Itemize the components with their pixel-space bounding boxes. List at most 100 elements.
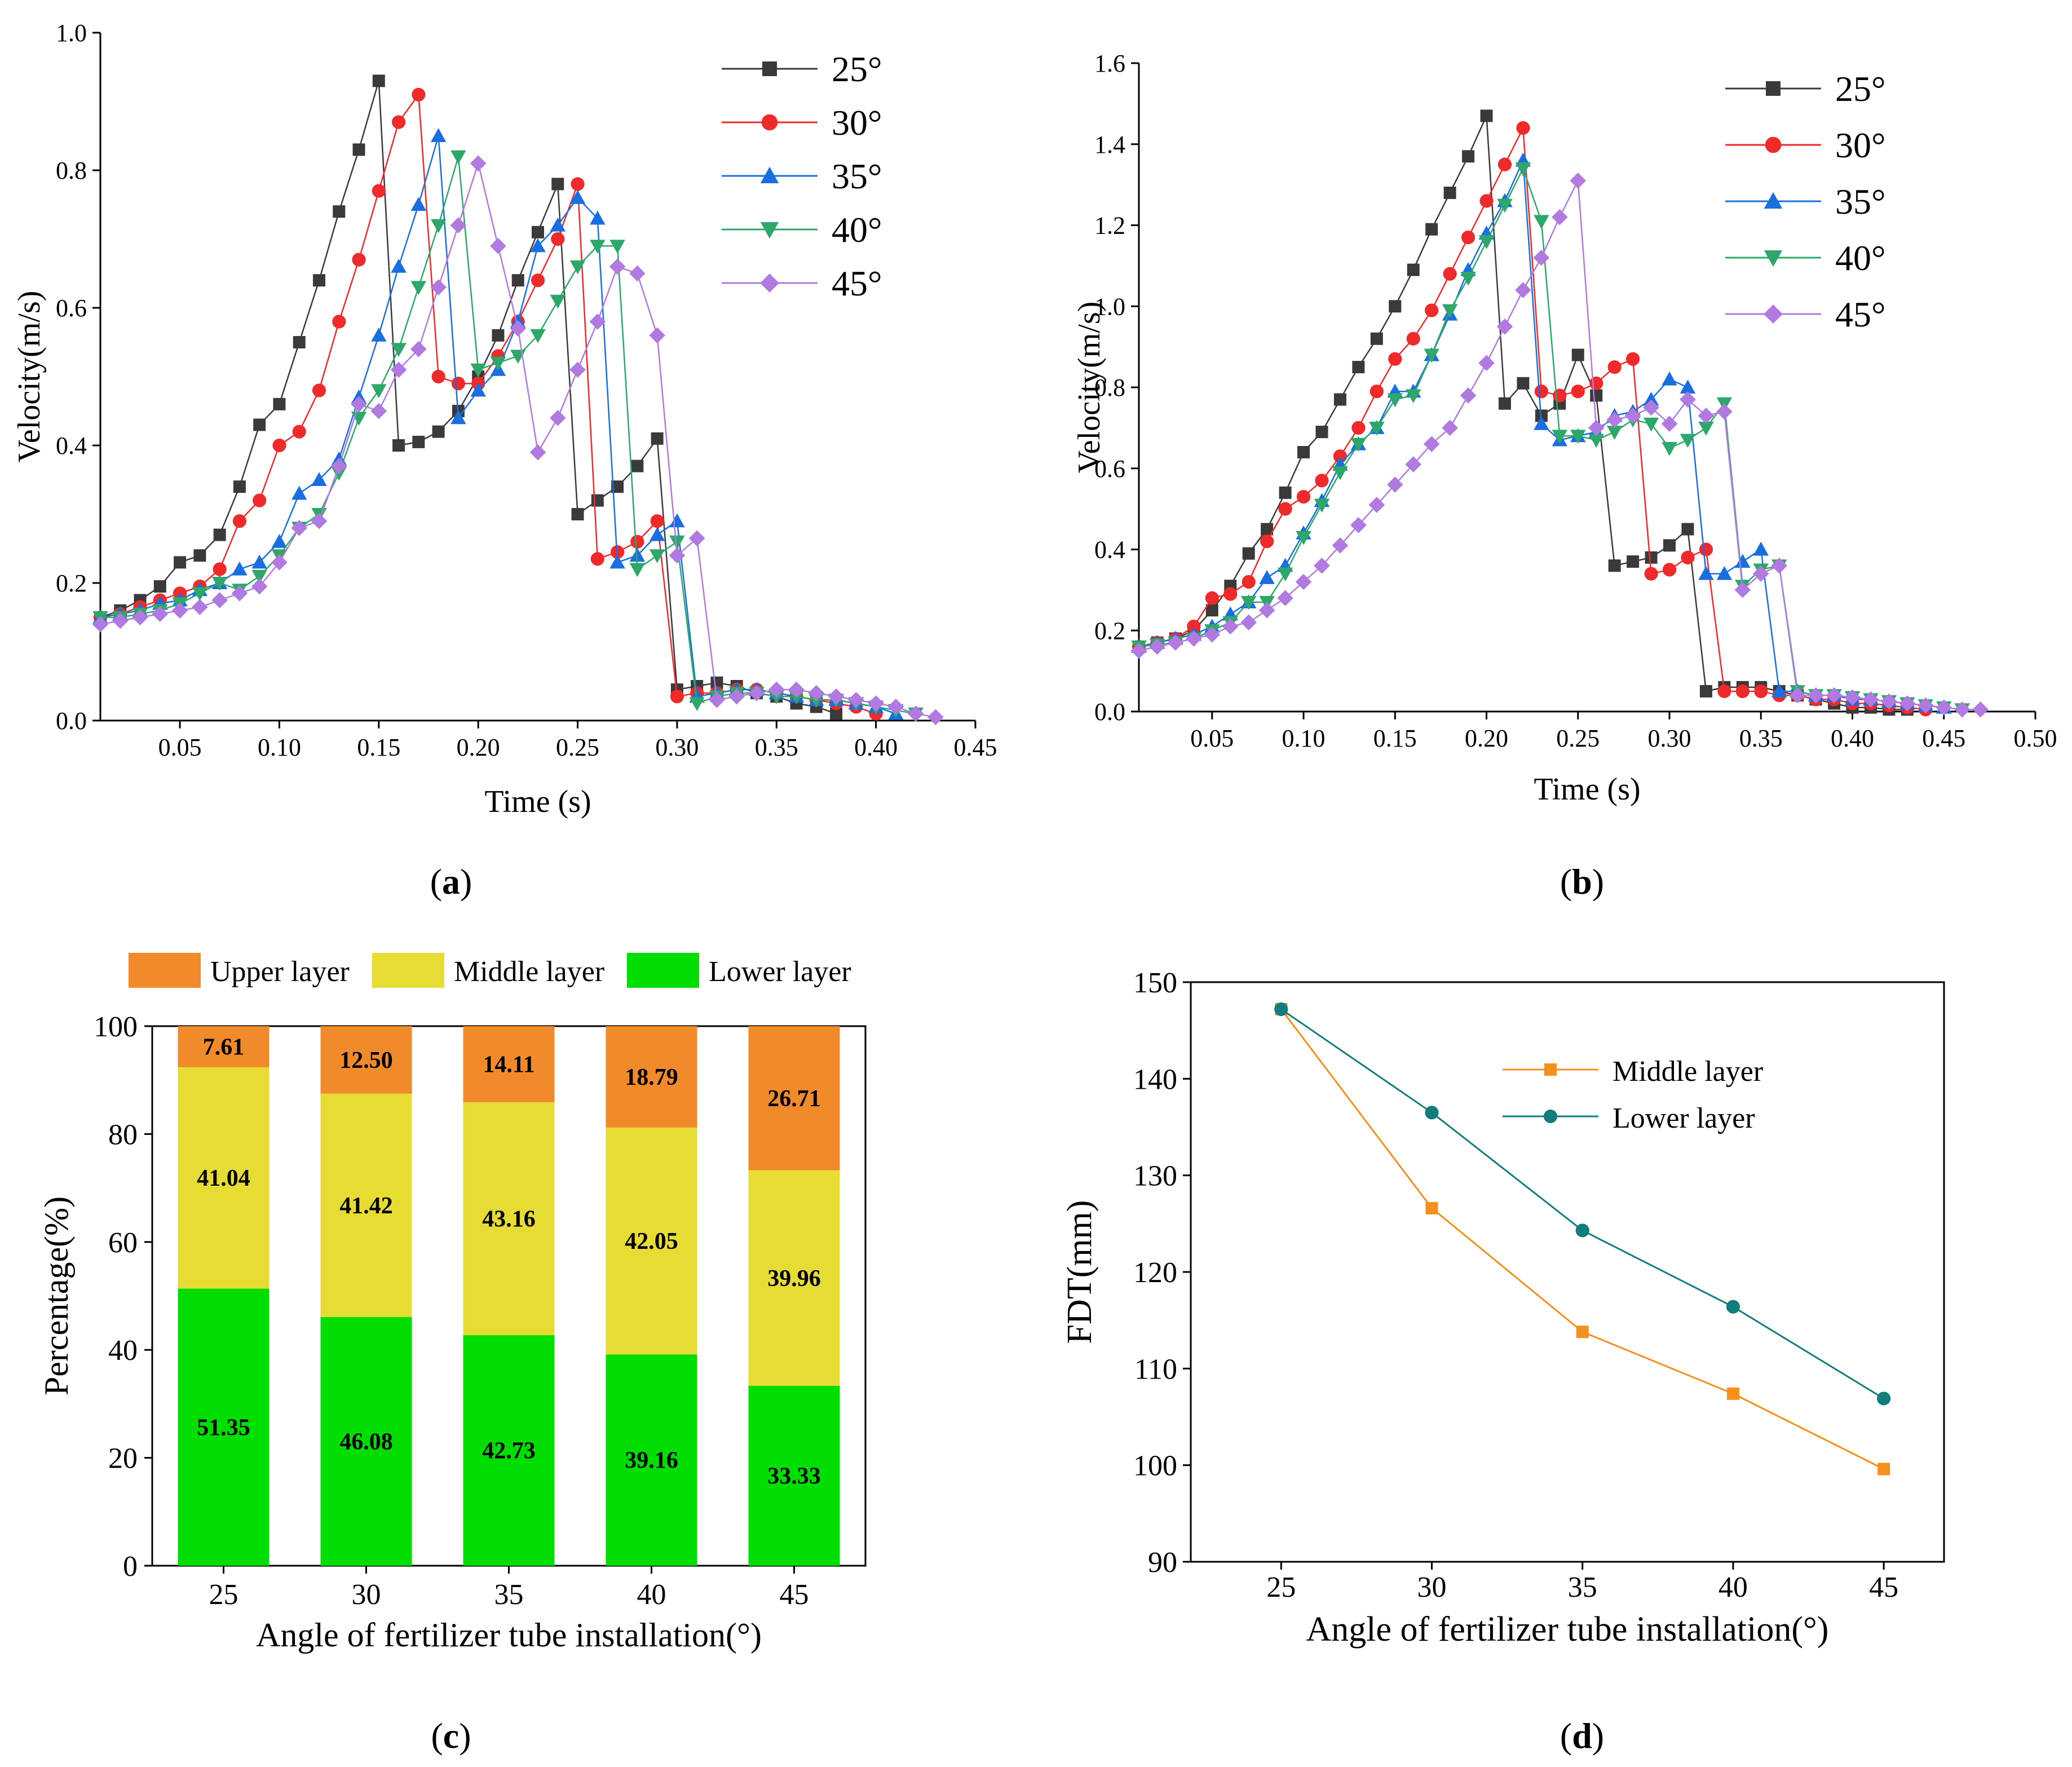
panel-c-bar-middle-layer [748,1170,840,1386]
panel-d-x-tick-label: 40 [1718,1571,1748,1603]
panel-a-data-point [311,472,327,486]
panel-b-data-point [1571,348,1584,361]
panel-b-data-point [1442,304,1458,319]
panel-b-y-axis-label: Velocity(m/s) [1072,302,1107,474]
panel-b-data-point [1607,360,1622,374]
panel-b-legend-marker [1766,81,1781,96]
panel-a-data-point [272,438,286,453]
panel-d-series-line [1280,1008,1884,1399]
panel-c-legend-swatch [372,953,444,988]
panel-b-legend-label: 40° [1835,238,1886,278]
panel-b-data-point [1258,602,1275,619]
panel-b-data-point [1534,215,1549,229]
panel-c-y-tick-label: 0 [123,1550,138,1583]
panel-c-legend-label: Lower layer [709,956,851,988]
panel-a-data-point [293,336,306,348]
panel-a-x-axis-label: Time (s) [484,784,591,819]
panel-a-data-point [550,294,566,309]
panel-b-data-point [1478,235,1495,249]
panel-b-data-point [1534,416,1549,430]
panel-b-data-point [1315,474,1329,488]
panel-c-bar-upper-layer [606,1026,697,1128]
panel-b-data-point [1167,634,1184,651]
panel-b-x-tick-label: 0.30 [1648,725,1691,752]
panel-c-bar-lower-layer [606,1354,697,1566]
panel-a-data-point [530,238,546,253]
panel-a-data-point [351,396,367,413]
panel-a-data-point [650,514,664,528]
panel-a-data-point [591,494,604,507]
panel-d-x-tick-label: 45 [1869,1571,1898,1603]
panel-a-data-point [313,274,325,287]
panel-d-x-axis-label: Angle of fertilizer tube installation(°) [1306,1610,1829,1649]
panel-b-data-point [1553,388,1567,403]
panel-b-series-line [1138,160,1944,709]
panel-a-data-point [251,578,268,595]
panel-a-data-point [390,361,407,378]
panel-c-bar-value-label: 41.42 [339,1193,393,1219]
panel-c-x-tick-label: 40 [637,1579,666,1611]
panel-a-data-point [689,697,705,712]
panel-a-data-point [670,690,684,704]
panel-d-legend-item: Lower layer [1503,1102,1755,1134]
panel-a-legend-marker [760,273,779,293]
panel-b-data-point [1699,685,1712,698]
panel-a-data-point [868,695,884,712]
panel-b-data-point [1552,209,1568,226]
panel-a-data-point [333,205,346,218]
panel-b-data-point [1716,403,1733,420]
panel-a-data-point [609,258,626,275]
panel-b-data-point [1590,389,1603,402]
panel-b-data-point [1699,542,1713,556]
panel-d-data-point [1425,1201,1438,1214]
panel-c-y-tick-label: 40 [108,1335,138,1367]
panel-b-y-tick-label: 0.2 [1094,617,1125,644]
panel-a-data-point [907,705,924,722]
caption-d-letter: d [1572,1716,1592,1756]
panel-b-data-point [1460,271,1476,286]
caption-c: (c) [431,1716,471,1756]
panel-b-y-tick-label: 1.6 [1094,50,1125,77]
panel-a-data-point [253,493,267,507]
panel-a-data-point [828,688,845,705]
panel-b-data-point [1149,638,1165,655]
panel-d-legend-item: Middle layer [1503,1055,1763,1088]
panel-a-y-tick-label: 1.0 [56,19,87,47]
panel-c-y-tick-label: 20 [108,1443,138,1475]
panel-b-x-axis-label: Time (s) [1534,772,1640,807]
panel-a-y-tick-label: 0.4 [56,432,87,460]
panel-a-legend-label: 35° [832,156,882,196]
panel-a-data-point [392,439,405,452]
panel-c-y-tick-label: 100 [94,1011,138,1043]
panel-b-y-tick-label: 1.0 [1094,293,1125,320]
panel-a-data-point [629,563,646,577]
panel-d-series-1 [1274,1002,1891,1406]
panel-c-bar-lower-layer [178,1288,270,1566]
panel-a-data-point [529,444,546,461]
panel-b-data-point [1753,541,1769,556]
caption-a: (a) [430,862,472,902]
panel-a-data-point [451,377,466,391]
panel-b-data-point [1972,701,1989,718]
panel-a-legend-marker [761,114,778,131]
panel-a-data-point [370,403,387,419]
panel-c-legend-item: Upper layer [129,953,350,988]
panel-a-legend-label: 25° [832,49,882,89]
panel-b-y-tick-label: 0.6 [1094,455,1125,483]
panel-a-data-point [153,580,166,593]
panel-a-data-point [371,384,387,399]
panel-b-y-tick-label: 1.2 [1094,212,1125,240]
panel-a-legend-label: 40° [832,210,882,250]
caption-c-letter: c [443,1716,459,1756]
panel-d-data-point [1726,1387,1739,1400]
panel-b-data-point [1717,684,1731,699]
panel-a-data-point [211,592,228,608]
panel-d-data-point [1877,1391,1891,1406]
panel-a-data-point [311,513,328,529]
caption-d: (d) [1560,1716,1604,1756]
panel-b-data-point [1570,430,1586,444]
panel-c-legend-label: Upper layer [210,956,350,988]
panel-b-data-point [1277,567,1293,582]
panel-a-data-point [669,513,685,528]
panel-b-data-point [1260,534,1274,549]
